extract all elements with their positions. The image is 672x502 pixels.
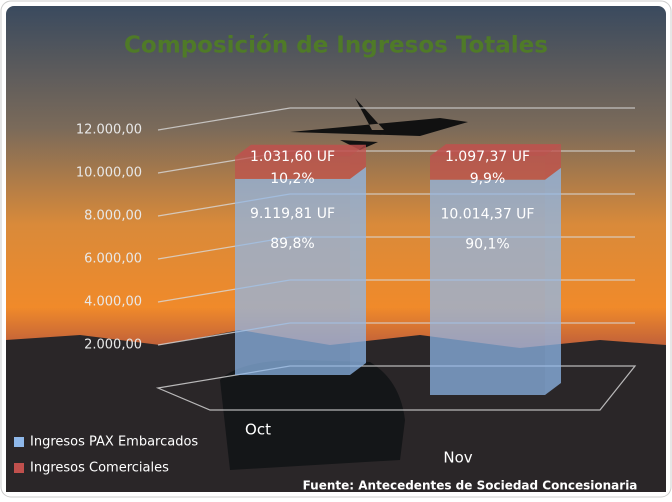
value-label: 9.119,81 UF bbox=[250, 206, 335, 222]
bar-side bbox=[545, 144, 561, 180]
bar-side bbox=[350, 166, 366, 375]
value-label: 1.097,37 UF bbox=[445, 149, 530, 165]
share-label: 10,2% bbox=[270, 171, 314, 187]
y-tick-label: 2.000,00 bbox=[84, 338, 142, 353]
value-label: 10.014,37 UF bbox=[440, 207, 534, 223]
bar-top bbox=[430, 144, 561, 157]
bar bbox=[430, 156, 545, 180]
bar bbox=[430, 179, 545, 395]
y-tick-label: 8.000,00 bbox=[84, 209, 142, 224]
x-tick-label: Nov bbox=[443, 449, 472, 467]
share-label: 90,1% bbox=[465, 237, 509, 253]
bar bbox=[235, 156, 350, 179]
bar-side bbox=[350, 144, 366, 179]
y-tick-label: 10.000,00 bbox=[76, 166, 142, 181]
airplane bbox=[290, 98, 468, 150]
y-tick-label: 12.000,00 bbox=[76, 123, 142, 138]
legend-label: Ingresos PAX Embarcados bbox=[30, 435, 198, 450]
bar-top bbox=[235, 144, 366, 157]
legend-swatch bbox=[14, 437, 24, 447]
grid-line bbox=[157, 107, 635, 131]
car bbox=[220, 360, 405, 470]
legend-swatch bbox=[14, 463, 24, 473]
share-label: 9,9% bbox=[470, 171, 506, 187]
share-label: 89,8% bbox=[270, 236, 314, 252]
chart-title: Composición de Ingresos Totales bbox=[124, 33, 548, 59]
legend-label: Ingresos Comerciales bbox=[30, 461, 169, 476]
bar bbox=[235, 178, 350, 375]
bar-side bbox=[545, 167, 561, 395]
y-tick-label: 4.000,00 bbox=[84, 295, 142, 310]
value-label: 1.031,60 UF bbox=[250, 149, 335, 165]
x-tick-label: Oct bbox=[245, 421, 271, 439]
source: Fuente: Antecedentes de Sociedad Concesi… bbox=[303, 479, 638, 493]
y-tick-label: 6.000,00 bbox=[84, 252, 142, 267]
